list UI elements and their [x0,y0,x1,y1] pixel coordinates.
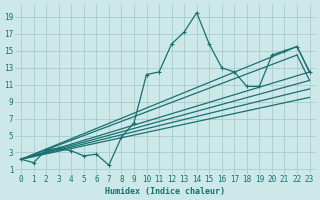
X-axis label: Humidex (Indice chaleur): Humidex (Indice chaleur) [105,187,225,196]
